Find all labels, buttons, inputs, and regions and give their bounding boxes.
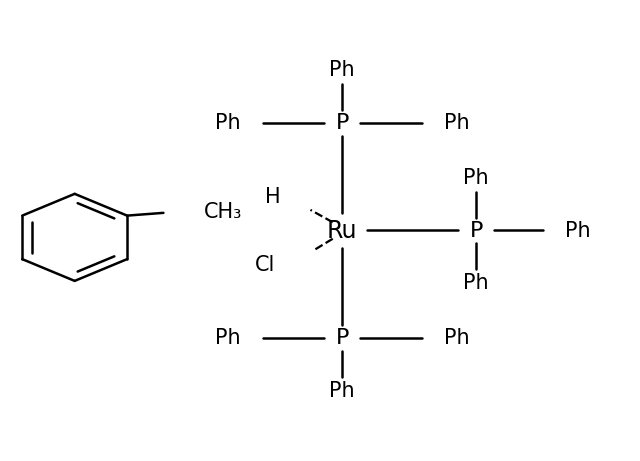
Text: Cl: Cl xyxy=(255,255,275,275)
Text: Ph: Ph xyxy=(330,381,355,401)
Text: P: P xyxy=(335,113,349,133)
Text: P: P xyxy=(335,328,349,348)
Text: Ph: Ph xyxy=(215,328,241,348)
Text: Ru: Ru xyxy=(327,219,358,242)
Text: Ph: Ph xyxy=(565,220,591,241)
Text: CH₃: CH₃ xyxy=(204,202,242,222)
Text: Ph: Ph xyxy=(444,328,470,348)
Text: Ph: Ph xyxy=(215,113,241,133)
Text: P: P xyxy=(469,220,483,241)
Text: Ph: Ph xyxy=(463,273,489,293)
Text: Ph: Ph xyxy=(444,113,470,133)
Text: Ph: Ph xyxy=(463,168,489,188)
Text: Ph: Ph xyxy=(330,60,355,80)
Text: H: H xyxy=(265,187,280,207)
